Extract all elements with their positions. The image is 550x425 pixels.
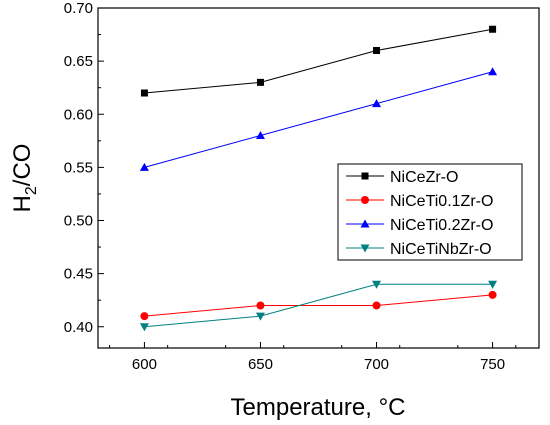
x-tick-label: 650 <box>248 356 273 373</box>
legend-label: NiCeZr-O <box>390 169 458 186</box>
y-axis-label: H2/CO <box>9 144 40 213</box>
data-point <box>256 301 265 310</box>
legend-marker <box>360 244 370 253</box>
series-1 <box>140 25 497 97</box>
y-tick-label: 0.65 <box>64 53 93 70</box>
data-point <box>139 323 149 332</box>
legend-label: NiCeTi0.2Zr-O <box>390 217 493 234</box>
data-point <box>372 280 382 289</box>
series-3 <box>139 67 498 171</box>
series-2 <box>140 290 497 321</box>
y-tick-label: 0.70 <box>64 0 93 17</box>
data-point <box>255 312 265 321</box>
legend-label: NiCeTi0.1Zr-O <box>390 193 493 210</box>
series-4 <box>139 280 498 332</box>
y-tick-label: 0.40 <box>64 319 93 336</box>
legend-marker <box>360 219 370 228</box>
series-line <box>144 294 493 317</box>
x-tick-label: 750 <box>480 356 505 373</box>
data-point <box>140 312 149 321</box>
plot-frame <box>97 7 540 349</box>
y-tick-label: 0.60 <box>64 106 93 123</box>
legend-marker <box>361 172 369 180</box>
legend-box <box>337 163 523 261</box>
data-point <box>488 280 498 289</box>
legend-label: NiCeTiNbZr-O <box>390 241 492 258</box>
data-point <box>488 67 498 76</box>
legend-marker <box>361 196 369 204</box>
data-point <box>373 47 381 54</box>
x-tick-label: 700 <box>364 356 389 373</box>
x-tick-label: 600 <box>132 356 157 373</box>
legend-item: NiCeTi0.2Zr-O <box>346 217 493 234</box>
series-line <box>144 71 493 168</box>
y-tick-label: 0.45 <box>64 266 93 283</box>
series-line <box>144 283 493 328</box>
legend-item: NiCeTi0.1Zr-O <box>346 193 493 210</box>
series-layer <box>139 25 498 332</box>
series-line <box>144 28 493 94</box>
data-point <box>489 25 497 33</box>
legend-item: NiCeZr-O <box>346 169 458 186</box>
data-point <box>372 99 382 108</box>
x-axis-label: Temperature, °C <box>231 394 406 421</box>
legend: NiCeZr-O NiCeTi0.1Zr-O NiCeTi0.2Zr-O NiCeTi… <box>337 163 523 261</box>
y-tick-label: 0.50 <box>64 213 93 230</box>
data-point <box>488 290 497 299</box>
data-point <box>255 131 265 139</box>
data-point <box>372 301 381 310</box>
axis-ticks: 600 650 700 750 0.40 0.45 0.50 0.55 0.60 0.65 0.70 <box>64 0 517 373</box>
data-point <box>256 78 264 86</box>
data-point <box>139 162 149 171</box>
y-tick-label: 0.55 <box>64 159 93 176</box>
data-point <box>140 89 148 97</box>
legend-item: NiCeTiNbZr-O <box>346 241 492 258</box>
